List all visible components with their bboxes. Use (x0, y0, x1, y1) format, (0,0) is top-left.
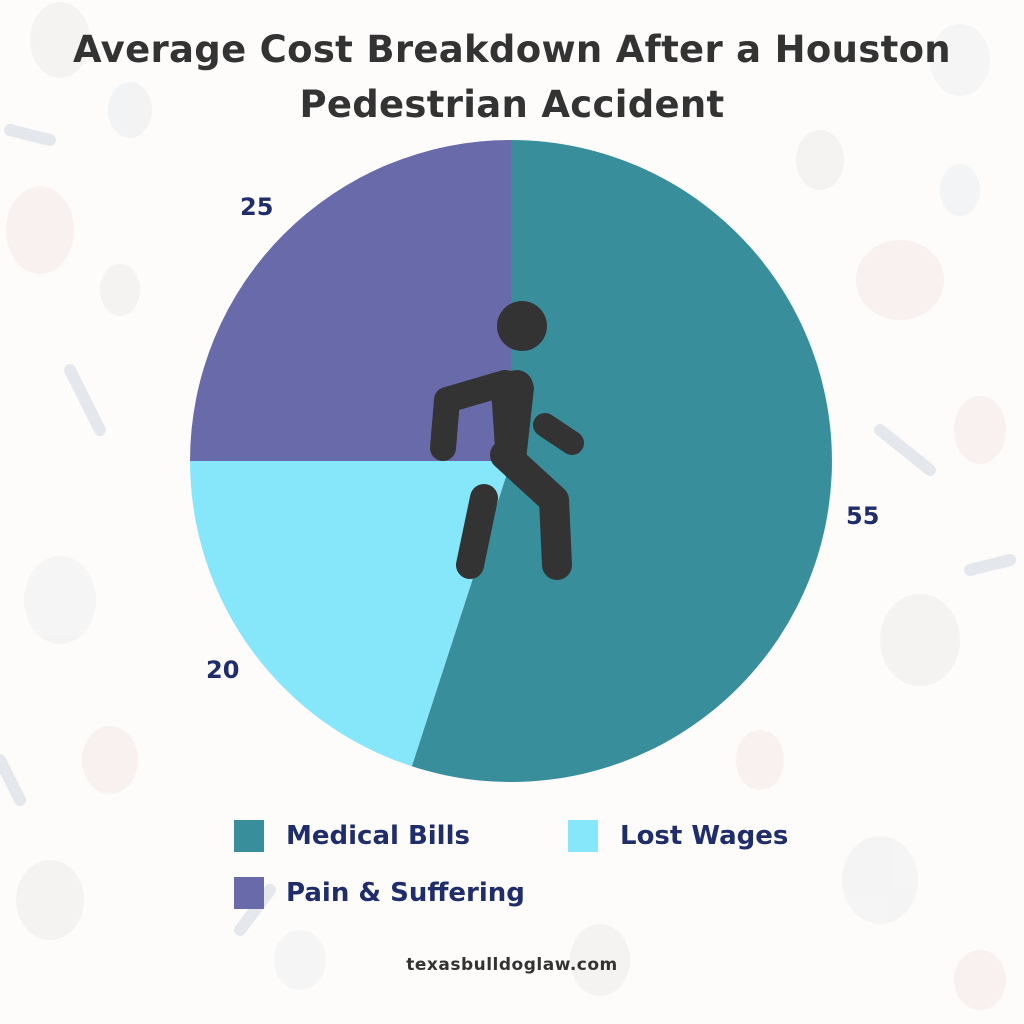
legend-swatch-medical-bills (234, 820, 264, 852)
slice-lost-wages[interactable] (190, 461, 511, 767)
legend-label-lost-wages: Lost Wages (620, 821, 789, 851)
legend-item-pain-suffering[interactable]: Pain & Suffering (234, 877, 525, 909)
slice-pain-suffering[interactable] (190, 140, 511, 461)
legend-label-medical-bills: Medical Bills (286, 821, 470, 851)
value-label-pain-suffering: 25 (240, 193, 274, 221)
legend-swatch-pain-suffering (234, 877, 264, 909)
value-label-lost-wages: 20 (206, 656, 240, 684)
legend-item-lost-wages[interactable]: Lost Wages (568, 820, 788, 852)
legend-swatch-lost-wages (568, 820, 598, 852)
pedestrian-walking-icon (430, 301, 584, 580)
chart-title: Average Cost Breakdown After a Houston P… (0, 22, 1024, 132)
slice-medical-bills[interactable] (411, 140, 832, 783)
website-footer: texasbulldoglaw.com (406, 955, 618, 975)
value-label-medical-bills: 55 (846, 502, 880, 530)
legend-label-pain-suffering: Pain & Suffering (286, 878, 525, 908)
chart-title-line-1: Average Cost Breakdown After a Houston (73, 28, 951, 71)
legend-item-medical-bills[interactable]: Medical Bills (234, 820, 470, 852)
chart-title-line-2: Pedestrian Accident (299, 83, 725, 126)
